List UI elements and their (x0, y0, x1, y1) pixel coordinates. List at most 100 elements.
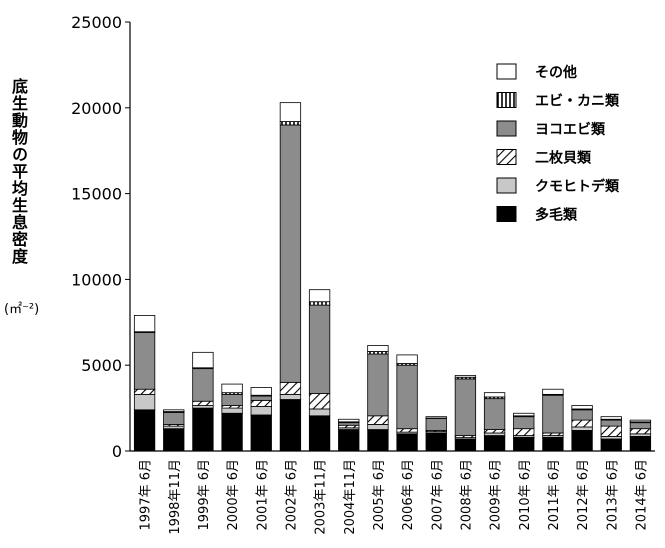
bar-segment (426, 433, 447, 451)
bar-segment (368, 430, 389, 451)
x-tick-labels: 1997年 6月 1998年11月 1999年 6月 2000年 6月 2001年 6月… (139, 459, 650, 535)
bar-segment (484, 436, 505, 451)
legend-swatch (497, 150, 516, 165)
x-tick-label: 2014年 6月 (634, 459, 649, 531)
bar-segment (484, 393, 505, 397)
x-tick-label: 1999年 6月 (197, 459, 212, 531)
legend-swatch (497, 207, 516, 222)
y-axis-unit: (㎡⁻²) (4, 298, 39, 317)
bar-segment (368, 354, 389, 416)
bar-segment (572, 420, 593, 427)
bar-segment (368, 424, 389, 429)
bar-segment (309, 416, 330, 451)
bar-segment (251, 396, 272, 400)
bar-segment (572, 430, 593, 451)
bar-segment (455, 439, 476, 451)
bar-segment (222, 408, 243, 413)
bar-segment (339, 430, 360, 451)
legend-label: ヨコエビ類 (535, 122, 606, 138)
bar-segment (514, 437, 535, 451)
bar-segment (514, 429, 535, 436)
bar-segment (426, 418, 447, 430)
legend-swatch (497, 178, 516, 193)
bar-segment (193, 369, 214, 402)
y-axis-label: 底生動物の平均生息密度 (2, 78, 30, 265)
bar-segment (601, 439, 622, 451)
bar-segment (514, 413, 535, 416)
x-tick-label: 2003年11月 (314, 459, 329, 535)
bar-segment (601, 420, 622, 426)
x-tick-label: 2010年 6月 (518, 459, 533, 531)
bar-segment (280, 394, 301, 399)
x-tick-label: 2002年 6月 (284, 459, 299, 531)
bar-segment (251, 400, 272, 406)
bar-segment (397, 365, 418, 428)
bar-segment (164, 429, 185, 451)
bar-segment (134, 389, 155, 394)
bar-segment (193, 352, 214, 367)
bar-segment (630, 423, 651, 429)
bar-segment (193, 408, 214, 451)
legend-label: 多毛類 (535, 207, 578, 224)
y-tick-label: 20000 (71, 99, 122, 118)
legend-label: 二枚貝類 (535, 150, 592, 167)
legend-swatch (497, 93, 516, 108)
bar-segment (514, 417, 535, 429)
bar-segment (222, 384, 243, 393)
legend-label: クモヒトデ類 (535, 178, 620, 195)
x-tick-label: 2005年 6月 (372, 459, 387, 531)
bar-segment (251, 388, 272, 396)
y-tick-label: 5000 (81, 356, 122, 375)
bar-segment (368, 345, 389, 351)
x-tick-label: 2001年 6月 (255, 459, 270, 531)
bar-segment (134, 333, 155, 390)
bar-segment (309, 305, 330, 393)
x-tick-label: 2009年 6月 (489, 459, 504, 531)
bar-segment (601, 426, 622, 436)
legend-label: エビ・カニ類 (535, 94, 620, 110)
bar-segment (572, 406, 593, 409)
bar-segment (543, 395, 564, 433)
legend-label: その他 (535, 64, 577, 81)
bar-segment (280, 125, 301, 382)
legend-swatch (497, 64, 516, 79)
bar-segment (309, 394, 330, 409)
bar-segment (455, 379, 476, 436)
x-tick-label: 2000年 6月 (226, 459, 241, 531)
x-tick-label: 2006年 6月 (401, 459, 416, 531)
bar-segment (222, 413, 243, 451)
bar-segment (543, 437, 564, 451)
bar-segment (164, 410, 185, 412)
x-tick-label: 1997年 6月 (139, 459, 154, 531)
bar-segment (630, 436, 651, 451)
legend-swatch (497, 121, 516, 136)
bar-segment (601, 417, 622, 420)
bar-segment (397, 434, 418, 451)
bar-segment (455, 375, 476, 377)
y-tick-label: 15000 (71, 185, 122, 204)
bar-segment (630, 429, 651, 434)
bar-segment (543, 389, 564, 394)
y-tick-label: 0 (112, 442, 122, 461)
bar-segment (426, 417, 447, 418)
x-tick-label: 2013年 6月 (605, 459, 620, 531)
bar-segment (368, 416, 389, 425)
bar-segment (251, 406, 272, 415)
x-tick-label: 1998年11月 (168, 459, 183, 535)
bar-segment (397, 429, 418, 432)
bar-segment (280, 122, 301, 125)
x-tick-label: 2007年 6月 (430, 459, 445, 531)
bar-segment (251, 415, 272, 451)
bar-segment (134, 394, 155, 409)
bar-segment (193, 401, 214, 405)
x-tick-label: 2012年 6月 (576, 459, 591, 531)
bar-segment (397, 355, 418, 364)
bar-segment (309, 290, 330, 302)
bar-segment (309, 409, 330, 416)
x-tick-label: 2011年 6月 (547, 459, 562, 531)
x-tick-label: 2008年 6月 (459, 459, 474, 531)
bar-segment (134, 410, 155, 451)
